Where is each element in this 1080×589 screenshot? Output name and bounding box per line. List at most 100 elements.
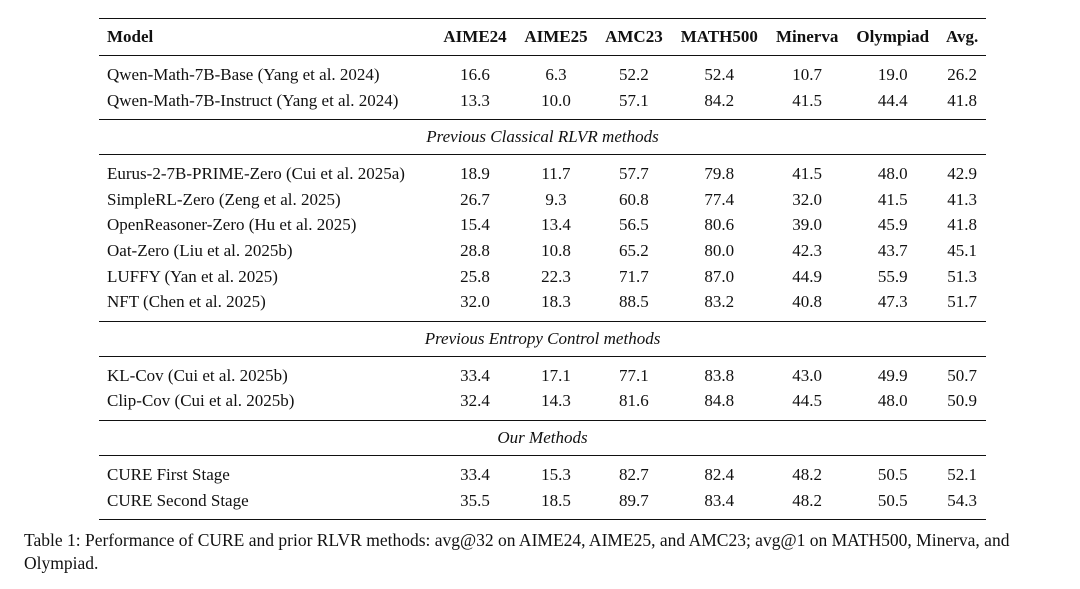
model-name-cell: Qwen-Math-7B-Instruct (Yang et al. 2024) [107,90,399,110]
header-avg: Avg. [946,27,979,46]
score-cell: 22.3 [541,266,571,286]
score-cell: 10.0 [541,90,571,110]
table-row: CURE Second Stage 35.5 18.5 89.7 83.4 48.2 50.… [99,488,986,520]
score-cell: 9.3 [545,189,567,209]
header-aime25: AIME25 [524,27,588,46]
model-name-cell: NFT (Chen et al. 2025) [107,292,266,312]
score-cell: 57.7 [619,164,649,184]
score-cell: 50.5 [877,490,908,510]
table-caption: Table 1: Performance of CURE and prior R… [24,530,1010,573]
table-row: LUFFY (Yan et al. 2025) 25.8 22.3 71.7 87.0 4… [99,264,986,290]
score-cell: 80.0 [704,240,735,260]
score-cell: 50.9 [947,391,978,411]
score-cell: 51.3 [947,266,978,286]
score-cell: 83.2 [704,292,735,312]
score-cell: 13.4 [541,215,571,235]
score-cell: 17.1 [541,365,571,385]
score-cell: 28.8 [460,240,490,260]
score-cell: 19.0 [877,65,908,84]
header-minerva: Minerva [776,27,839,46]
header-math500: MATH500 [680,27,758,46]
score-cell: 16.6 [460,65,490,84]
model-name-cell: SimpleRL-Zero (Zeng et al. 2025) [107,189,341,209]
table-row: NFT (Chen et al. 2025) 32.0 18.3 88.5 83.2 40… [99,289,986,321]
table-row: CURE First Stage 33.4 15.3 82.7 82.4 48.2 50.5… [99,455,986,487]
section-header-row: Previous Classical RLVR methods [99,119,986,155]
score-cell: 25.8 [460,266,490,286]
section-title: Previous Entropy Control methods [424,328,661,348]
score-cell: 87.0 [704,266,735,286]
model-name-cell: CURE First Stage [107,464,230,484]
model-name-cell: Eurus-2-7B-PRIME-Zero (Cui et al. 2025a) [107,164,405,184]
score-cell: 15.4 [460,215,490,235]
score-cell: 44.4 [877,90,908,110]
score-cell: 18.9 [460,164,490,184]
model-name-cell: LUFFY (Yan et al. 2025) [107,266,278,286]
score-cell: 45.1 [947,240,978,260]
score-cell: 84.8 [704,391,735,411]
score-cell: 48.0 [877,391,908,411]
score-cell: 65.2 [619,240,649,260]
score-cell: 80.6 [704,215,735,235]
score-cell: 52.2 [619,65,649,84]
score-cell: 6.3 [545,65,567,84]
score-cell: 10.8 [541,240,571,260]
model-name-cell: CURE Second Stage [107,490,249,510]
score-cell: 50.7 [947,365,978,385]
score-cell: 44.5 [792,391,823,411]
table-row: Eurus-2-7B-PRIME-Zero (Cui et al. 2025a)… [99,155,986,187]
score-cell: 79.8 [704,164,735,184]
score-cell: 43.7 [877,240,908,260]
table-row: Qwen-Math-7B-Instruct (Yang et al. 2024)… [99,88,986,120]
score-cell: 56.5 [619,215,649,235]
section-header-row: Our Methods [99,420,986,456]
header-row: Model AIME24 AIME25 AMC23 MATH500 Minerv… [99,18,986,56]
score-cell: 81.6 [619,391,649,411]
score-cell: 41.8 [947,215,978,235]
score-cell: 15.3 [541,464,571,484]
score-cell: 41.5 [877,189,908,209]
score-cell: 48.2 [792,490,823,510]
score-cell: 83.8 [704,365,735,385]
score-cell: 26.7 [460,189,490,209]
score-cell: 42.3 [792,240,823,260]
score-cell: 41.8 [947,90,978,110]
model-name-cell: Oat-Zero (Liu et al. 2025b) [107,240,293,260]
score-cell: 71.7 [619,266,649,286]
header-model: Model [107,27,154,46]
score-cell: 26.2 [947,65,978,84]
score-cell: 44.9 [792,266,823,286]
score-cell: 82.7 [619,464,649,484]
model-name-cell: OpenReasoner-Zero (Hu et al. 2025) [107,215,357,235]
section-title: Our Methods [497,427,588,447]
score-cell: 88.5 [619,292,649,312]
model-name-cell: Clip-Cov (Cui et al. 2025b) [107,391,295,411]
score-cell: 32.4 [460,391,490,411]
score-cell: 18.3 [541,292,571,312]
table-row: KL-Cov (Cui et al. 2025b) 33.4 17.1 77.1 83.… [99,356,986,388]
score-cell: 84.2 [704,90,735,110]
score-cell: 77.4 [704,189,735,209]
score-cell: 89.7 [619,490,649,510]
score-cell: 57.1 [619,90,649,110]
section-title: Previous Classical RLVR methods [426,127,659,147]
score-cell: 50.5 [877,464,908,484]
model-name-cell: KL-Cov (Cui et al. 2025b) [107,365,288,385]
score-cell: 48.0 [877,164,908,184]
score-cell: 77.1 [619,365,649,385]
header-amc23: AMC23 [605,27,663,46]
table-row: SimpleRL-Zero (Zeng et al. 2025) 26.7 9.3 6… [99,187,986,213]
model-name-cell: Qwen-Math-7B-Base (Yang et al. 2024) [107,65,380,84]
score-cell: 41.3 [947,189,978,209]
score-cell: 52.1 [947,464,978,484]
score-cell: 60.8 [619,189,649,209]
score-cell: 32.0 [460,292,490,312]
score-cell: 54.3 [947,490,978,510]
score-cell: 49.9 [877,365,908,385]
score-cell: 45.9 [877,215,908,235]
table-body: Qwen-Math-7B-Base (Yang et al. 2024) 16.6… [99,56,986,520]
score-cell: 52.4 [704,65,735,84]
score-cell: 18.5 [541,490,571,510]
score-cell: 32.0 [792,189,823,209]
results-table: Model AIME24 AIME25 AMC23 MATH500 Minerv… [99,18,986,520]
